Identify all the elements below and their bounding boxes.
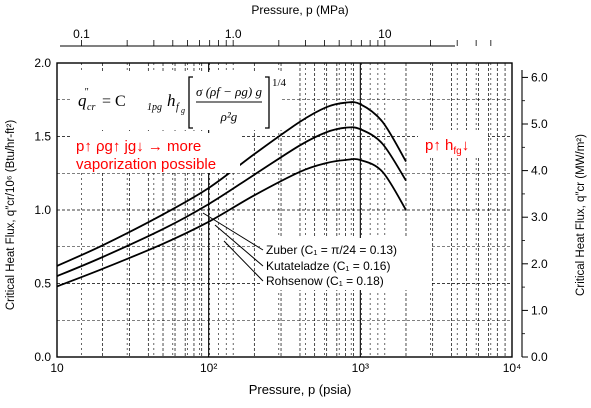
series-line-0	[56, 158, 407, 288]
y-tick-label: 2.0	[34, 56, 51, 70]
tick-labels: 0.0 1.0 2.0 3.0 4.0 5.0 6.0 10 10² 10³ 10⁴ 0.0 0.5 1.…	[34, 27, 548, 375]
zuber-label: Zuber (C₁ = π/24 = 0.13)	[266, 243, 397, 257]
formula-h-subsub: g	[181, 106, 185, 115]
formula-bracket-right	[265, 76, 270, 129]
formula-bracket-left	[188, 76, 193, 129]
formula-exponent: 1/4	[272, 77, 287, 89]
formula-h: h	[167, 91, 176, 110]
y-tick-label: 0.0	[34, 350, 51, 364]
formula-h-sub: f	[176, 102, 180, 113]
right-annotation: p↑ hfg↓	[425, 137, 469, 157]
y2-tick-label: 2.0	[531, 257, 548, 271]
y2-tick-label: 5.0	[531, 117, 548, 131]
rohsenow-leader	[223, 240, 264, 282]
plot-frame	[56, 40, 528, 358]
series-curves	[56, 101, 407, 288]
x-tick-label: 10	[50, 361, 64, 375]
y-axis-title: Critical Heat Flux, q″cr/10⁶ (Btu/hr-ft²…	[5, 120, 17, 310]
formula-q-sub: cr	[87, 102, 95, 113]
x-axis-title: Pressure, p (psia)	[249, 382, 352, 397]
x2-tick-label: 0.1	[73, 27, 90, 41]
x-tick-label: 10³	[352, 361, 369, 375]
kutateladze-label: Kutateladze (C₁ = 0.16)	[266, 259, 390, 273]
left-annotation-background	[72, 133, 240, 173]
formula-c-sub: 1pg	[147, 102, 162, 113]
series-line-2	[56, 101, 407, 267]
formula: q ″ cr = C 1pg h f g σ (ρf − ρg) g ρ²g 1…	[78, 76, 287, 129]
y-tick-label: 0.5	[34, 277, 51, 291]
curve-labels-background	[262, 238, 432, 290]
annotations: p↑ ρg↑ jg↓ → more vaporization possible …	[72, 130, 488, 173]
y2-tick-label: 1.0	[531, 303, 548, 317]
series-line-1	[56, 126, 407, 277]
formula-denominator: ρ²g	[220, 109, 238, 124]
left-annotation-line1: p↑ ρg↑ jg↓ → more	[76, 138, 201, 155]
left-annotation-line2: vaporization possible	[76, 156, 216, 173]
kutateladze-leader	[214, 224, 264, 267]
x2-tick-label: 1.0	[225, 27, 242, 41]
x2-tick-label: 10	[378, 27, 392, 41]
y2-tick-label: 6.0	[531, 70, 548, 84]
plot-border	[56, 62, 513, 358]
y2-axis-title: Critical Heat Flux, q″cr (MW/m²)	[575, 134, 587, 296]
rohsenow-label: Rohsenow (C₁ = 0.18)	[266, 274, 384, 288]
formula-q: q	[78, 91, 87, 110]
x-tick-label: 10⁴	[503, 361, 522, 375]
formula-background	[70, 72, 282, 130]
y2-tick-label: 4.0	[531, 164, 548, 178]
y-tick-label: 1.0	[34, 203, 51, 217]
formula-equals: = C	[102, 93, 126, 110]
x2-axis-title: Pressure, p (MPa)	[251, 3, 348, 17]
grid-lines	[57, 63, 512, 357]
formula-numerator: σ (ρf − ρg) g	[196, 84, 262, 99]
x-tick-label: 10²	[200, 361, 217, 375]
y-tick-label: 1.5	[34, 130, 51, 144]
right-annotation-background	[418, 130, 488, 156]
y2-tick-label: 3.0	[531, 210, 548, 224]
formula-q-sup: ″	[84, 87, 89, 98]
zuber-leader	[202, 212, 264, 251]
curve-labels: Zuber (C₁ = π/24 = 0.13) Kutateladze (C₁…	[202, 212, 432, 290]
y2-tick-label: 0.0	[531, 350, 548, 364]
